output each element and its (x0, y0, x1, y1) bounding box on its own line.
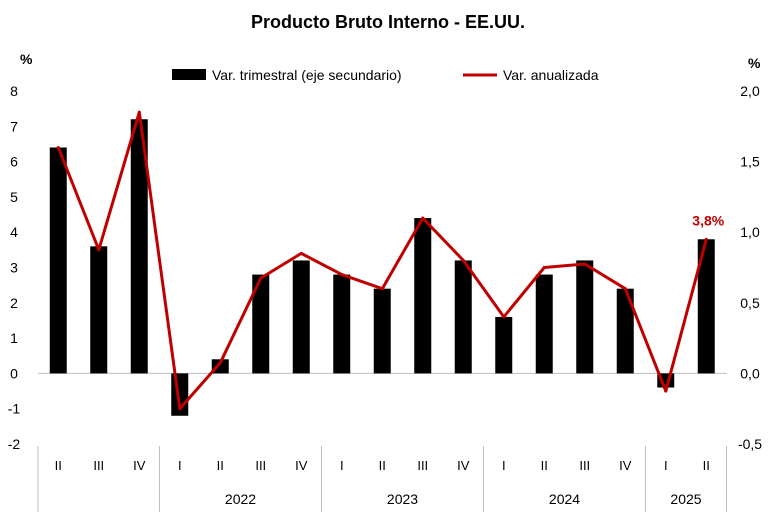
line-point (340, 273, 344, 277)
x-tick-label: II (541, 458, 548, 473)
x-group-label: 2025 (670, 491, 701, 507)
right-axis-unit: % (748, 55, 761, 71)
legend: Var. trimestral (eje secundario) Var. an… (172, 67, 599, 83)
bar (130, 119, 148, 374)
left-axis-tick: 6 (10, 154, 18, 170)
left-axis-unit: % (20, 51, 33, 67)
x-group-label: 2023 (387, 491, 418, 507)
bar (576, 260, 594, 374)
bar (454, 260, 472, 374)
line-point (583, 262, 587, 266)
line-point (299, 251, 303, 255)
right-axis-tick: 1,0 (740, 224, 760, 240)
x-group-label: 2024 (549, 491, 580, 507)
x-tick-label: III (255, 458, 266, 473)
bar (373, 288, 391, 374)
right-axis: -0,5 0,0 0,5 1,0 1,5 2,0 (738, 83, 762, 452)
line-point (664, 389, 668, 393)
bar (697, 239, 715, 374)
bar-series (49, 119, 715, 416)
line-point (218, 361, 222, 365)
line-point (421, 216, 425, 220)
right-axis-tick: -0,5 (738, 436, 762, 452)
left-axis-tick: 1 (10, 330, 18, 346)
left-axis-tick: 3 (10, 260, 18, 276)
line-point (502, 315, 506, 319)
x-tick-label: I (664, 458, 668, 473)
bar (535, 274, 553, 374)
bar (252, 274, 270, 374)
x-tick-label: I (340, 458, 344, 473)
line-point (542, 266, 546, 269)
legend-line-label: Var. anualizada (503, 67, 599, 83)
left-axis-tick: 2 (10, 295, 18, 311)
right-axis-tick: 1,5 (740, 154, 760, 170)
x-tick-label: III (417, 458, 428, 473)
x-tick-label: III (93, 458, 104, 473)
x-group-label: 2022 (225, 491, 256, 507)
right-axis-tick: 2,0 (740, 83, 760, 99)
left-axis-tick: 7 (10, 118, 18, 134)
left-axis-tick: 0 (10, 365, 18, 381)
legend-bar-label: Var. trimestral (eje secundario) (212, 67, 402, 83)
bar (292, 260, 310, 374)
line-point (259, 276, 263, 280)
line-point (97, 248, 101, 252)
x-tick-label: II (55, 458, 62, 473)
bar (414, 218, 432, 374)
legend-bar-swatch (172, 69, 206, 80)
line-point (380, 287, 384, 291)
x-tick-label: II (217, 458, 224, 473)
last-value-annotation: 3,8% (692, 212, 724, 228)
line-point (56, 145, 60, 149)
line-point (137, 110, 141, 114)
x-tick-label: IV (619, 458, 632, 473)
x-tick-label: III (579, 458, 590, 473)
right-axis-tick: 0,5 (740, 295, 760, 311)
line-point (704, 237, 708, 241)
left-axis-tick: -2 (8, 436, 21, 452)
x-tick-label: II (703, 458, 710, 473)
x-tick-label: I (178, 458, 182, 473)
right-axis-tick: 0,0 (740, 365, 760, 381)
x-tick-label: IV (457, 458, 470, 473)
x-tick-label: I (502, 458, 506, 473)
line-series (56, 110, 708, 411)
left-axis-tick: 5 (10, 189, 18, 205)
bar (616, 288, 634, 374)
bar (49, 147, 67, 374)
left-axis-tick: 8 (10, 83, 18, 99)
line-point (461, 258, 465, 262)
line-point (178, 407, 182, 411)
line-point (623, 287, 627, 291)
x-tick-label: II (379, 458, 386, 473)
bar (333, 274, 351, 374)
x-tick-label: IV (133, 458, 146, 473)
chart-title: Producto Bruto Interno - EE.UU. (251, 12, 525, 32)
left-axis-tick: 4 (10, 224, 18, 240)
bar (90, 246, 108, 374)
bar (495, 316, 513, 374)
left-axis: -2 -1 0 1 2 3 4 5 6 7 8 (8, 83, 21, 452)
left-axis-tick: -1 (8, 401, 21, 417)
x-tick-label: IV (295, 458, 308, 473)
